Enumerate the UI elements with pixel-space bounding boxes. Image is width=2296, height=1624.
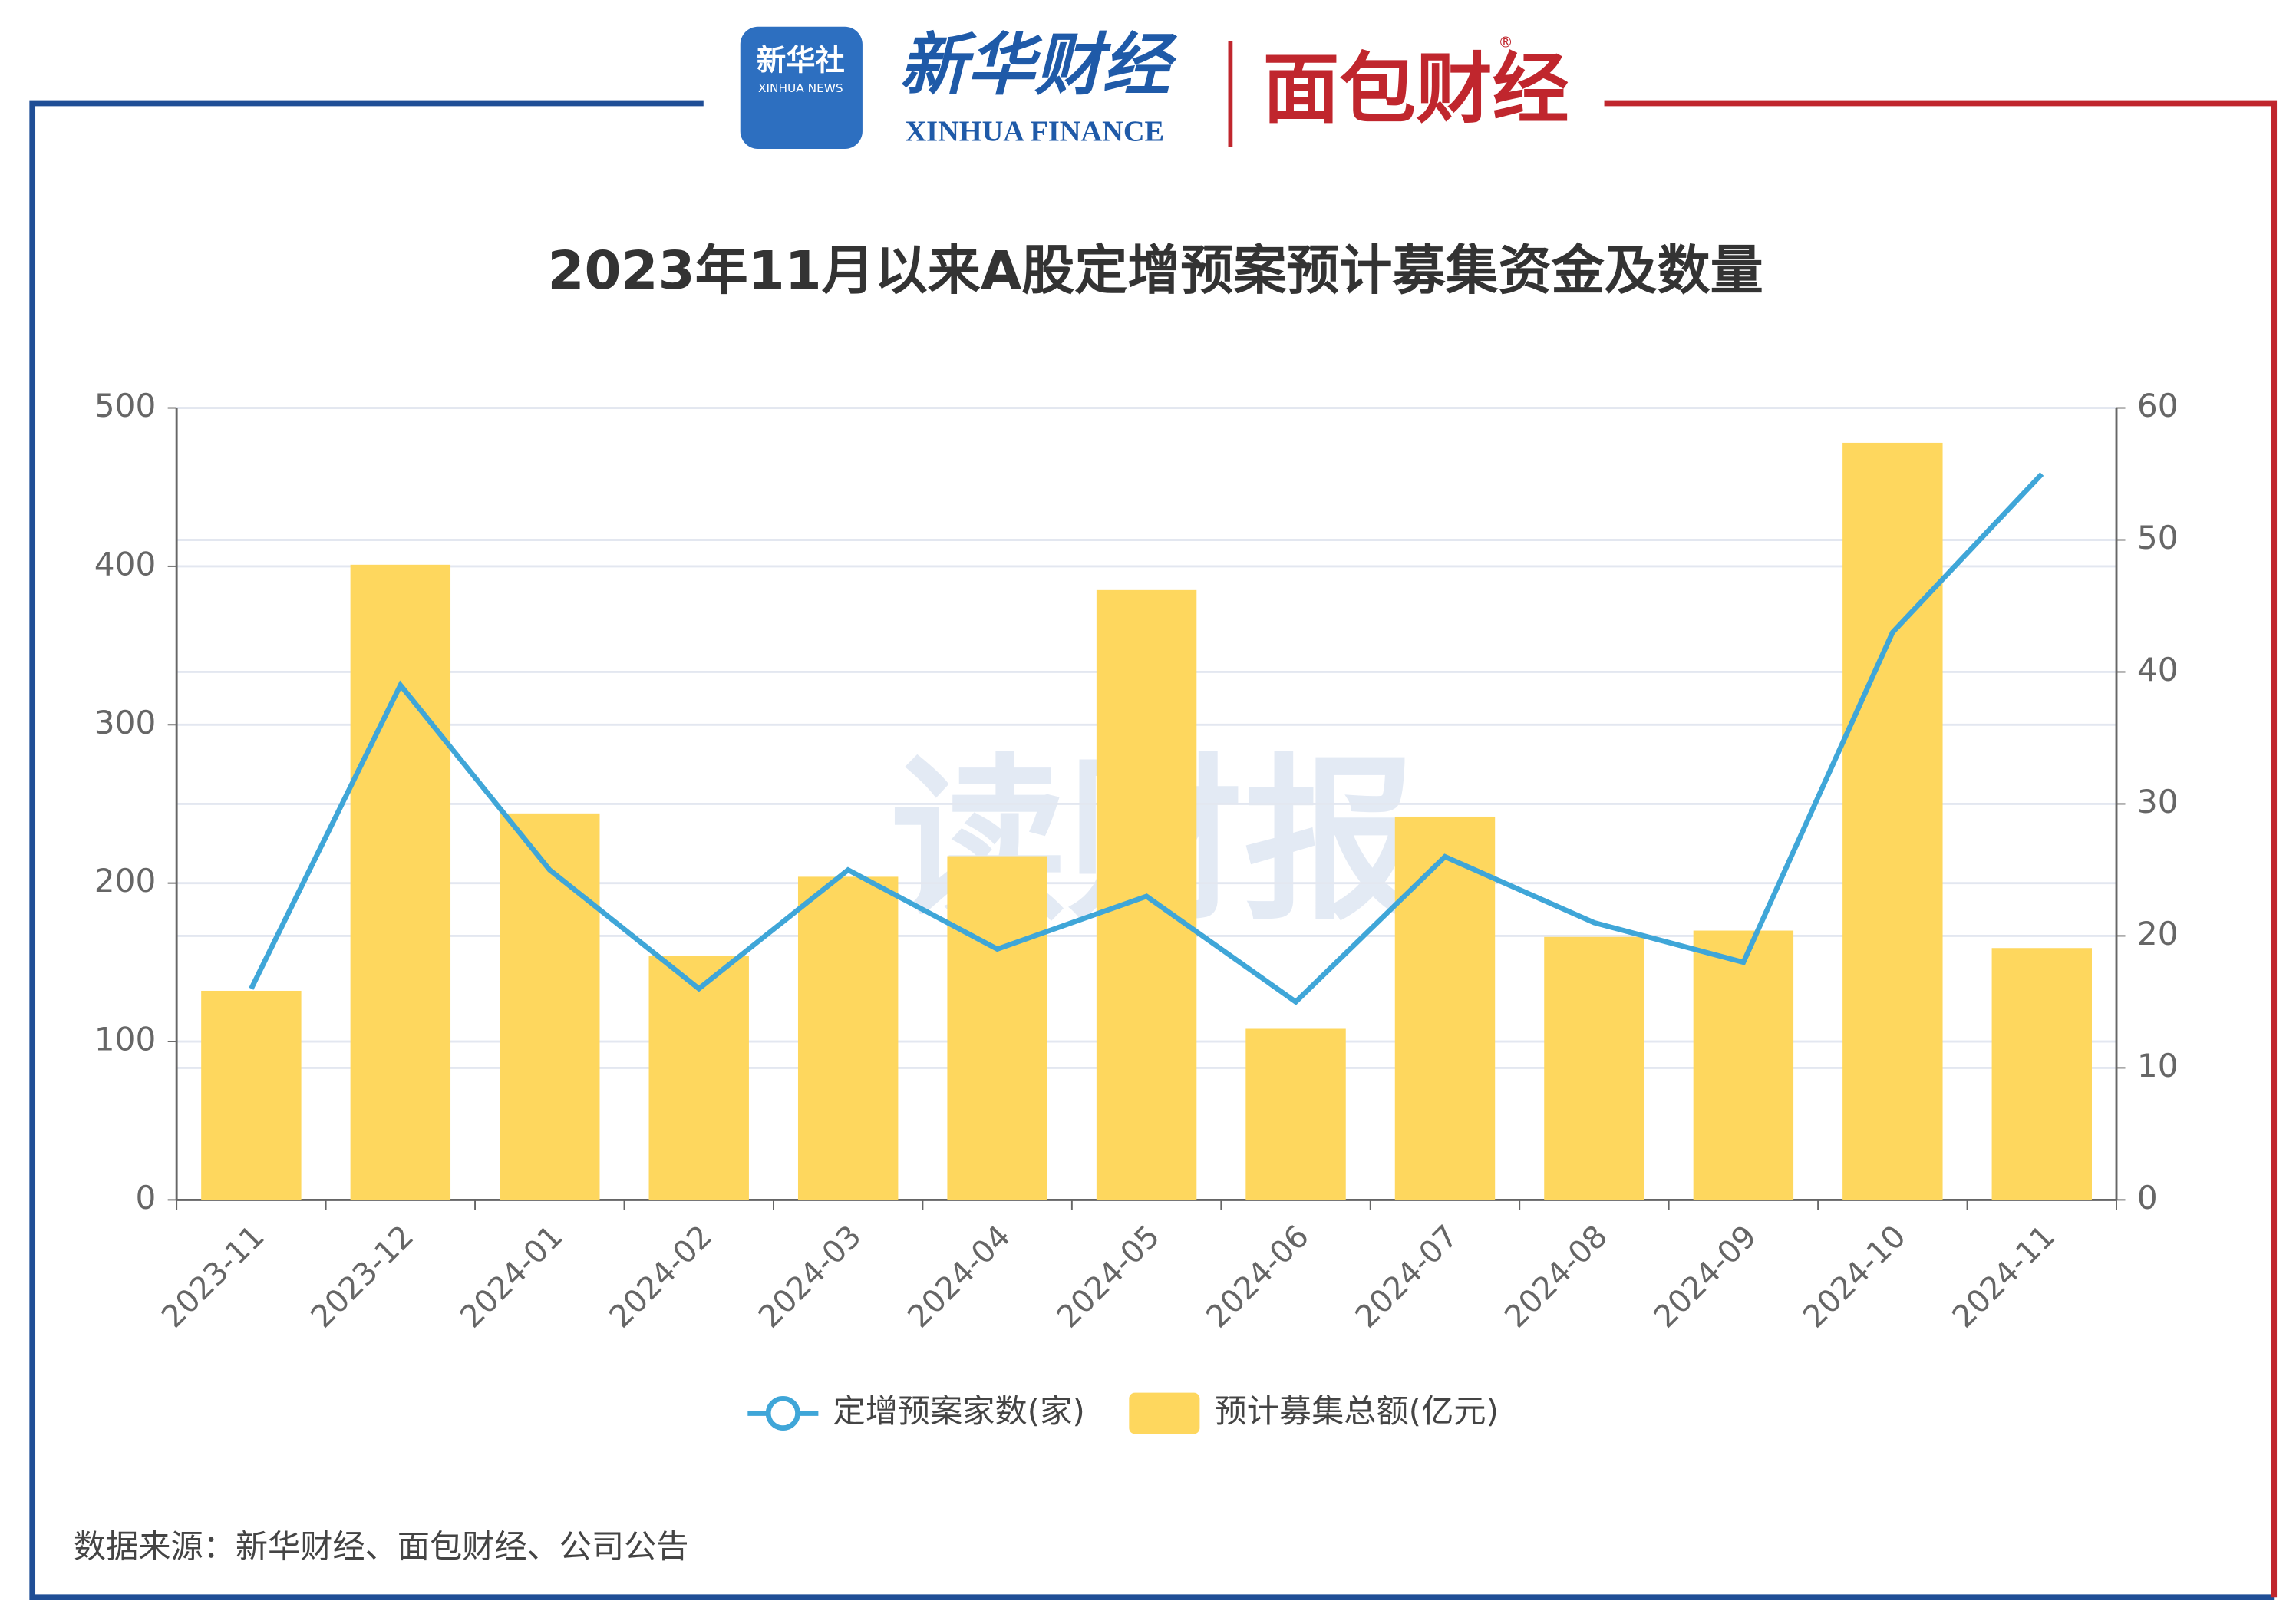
bar: [648, 956, 749, 1200]
y2-tick-label: 20: [2137, 915, 2179, 952]
x-tick-label: 2024-01: [454, 1219, 569, 1335]
x-tick-label: 2024-07: [1349, 1219, 1465, 1335]
bar: [1842, 442, 1943, 1200]
y-tick-label: 200: [94, 862, 157, 899]
bar: [1394, 816, 1496, 1200]
bar: [1991, 948, 2092, 1200]
legend-swatch: [765, 1395, 800, 1431]
y2-tick-label: 30: [2137, 783, 2179, 820]
logo-box: [740, 26, 863, 149]
bar: [1693, 930, 1794, 1200]
x-tick-label: 2023-11: [155, 1219, 271, 1335]
x-tick-label: 2024-03: [752, 1219, 868, 1335]
x-tick-label: 2024-08: [1498, 1219, 1614, 1335]
legend-swatch: [1129, 1392, 1200, 1434]
x-tick-label: 2023-12: [305, 1219, 421, 1335]
bar: [1245, 1028, 1346, 1200]
bar: [500, 813, 600, 1200]
bar: [1544, 936, 1644, 1200]
logo-mark: ®: [1498, 33, 1513, 51]
frame: [29, 100, 2278, 1601]
bar: [350, 564, 451, 1200]
y-tick-label: 300: [94, 704, 157, 741]
header: 新华社 XINHUA NEWS 新华财经 XINHUA FINANCE 面包财经…: [740, 25, 1569, 149]
line: [249, 472, 2044, 1005]
y-tick-label: 100: [94, 1021, 157, 1058]
logo-text: XINHUA NEWS: [758, 81, 843, 95]
y-tick-label: 400: [94, 545, 157, 583]
x-tick-label: 2024-09: [1648, 1219, 1763, 1335]
y2-tick-label: 40: [2137, 651, 2179, 688]
bar: [797, 876, 899, 1200]
logo-text: 新华财经: [899, 25, 1178, 104]
y-tick-label: 500: [94, 387, 157, 424]
legend-label: 定增预案家数(家): [833, 1392, 1085, 1430]
y2-tick-label: 50: [2137, 519, 2179, 556]
x-tick-label: 2024-11: [1946, 1219, 2062, 1335]
y2-tick-label: 10: [2137, 1047, 2179, 1084]
y2-tick-label: 0: [2137, 1179, 2158, 1216]
x-tick-label: 2024-10: [1796, 1219, 1912, 1335]
y-tick-label: 0: [135, 1179, 156, 1216]
x-tick-label: 2024-02: [603, 1219, 719, 1335]
y2-tick-label: 60: [2137, 387, 2179, 424]
bar: [201, 990, 302, 1200]
legend-label: 预计募集总额(亿元): [1215, 1392, 1499, 1430]
logo-text: XINHUA FINANCE: [905, 116, 1164, 148]
x-tick-label: 2024-05: [1051, 1219, 1166, 1335]
source-note: 数据来源：新华财经、面包财经、公司公告: [74, 1527, 689, 1565]
x-tick-label: 2024-04: [901, 1219, 1017, 1335]
logo-text: 新华社: [757, 43, 845, 78]
chart-title: 2023年11月以来A股定增预案预计募集资金及数量: [547, 240, 1763, 302]
logo-text: 面包财经: [1263, 44, 1569, 134]
x-tick-label: 2024-06: [1199, 1219, 1315, 1335]
bar: [947, 856, 1047, 1200]
